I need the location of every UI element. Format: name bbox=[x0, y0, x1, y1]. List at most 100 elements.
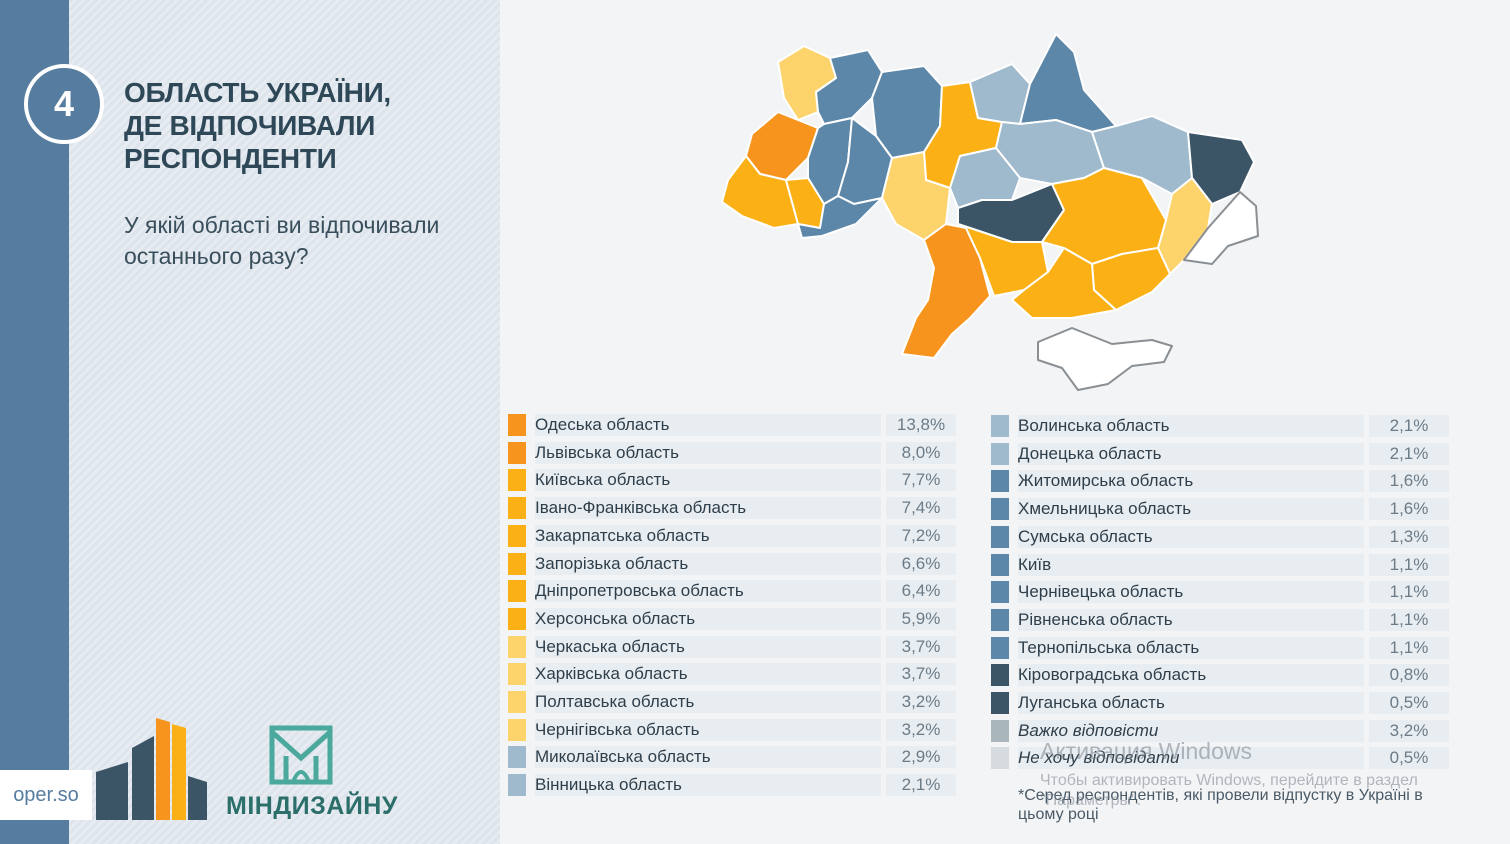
row-label: Черкаська область bbox=[535, 635, 881, 658]
row-label: Вінницька область bbox=[535, 774, 881, 797]
survey-question: У якій області ви відпочивали останнього… bbox=[124, 210, 484, 272]
color-swatch bbox=[991, 415, 1009, 437]
windows-activation-text: Чтобы активировать Windows, перейдите в … bbox=[1040, 772, 1418, 809]
row-label: Івано-Франківська область bbox=[535, 497, 881, 520]
row-label: Полтавська область bbox=[535, 691, 881, 713]
color-swatch bbox=[508, 635, 526, 658]
left-panel bbox=[69, 0, 500, 844]
color-swatch bbox=[508, 441, 526, 464]
ukraine-regions-map bbox=[721, 33, 1259, 391]
color-swatch bbox=[991, 525, 1009, 548]
row-label: Херсонська область bbox=[535, 607, 881, 630]
title-line: РЕСПОНДЕНТИ bbox=[124, 143, 337, 174]
color-swatch bbox=[508, 497, 526, 520]
slide-title: ОБЛАСТЬ УКРАЇНИ, ДЕ ВІДПОЧИВАЛИ РЕСПОНДЕ… bbox=[124, 76, 484, 175]
row-label: Житомирська область bbox=[1018, 470, 1364, 493]
row-label: Не хочу відповідати bbox=[1018, 747, 1364, 770]
color-swatch bbox=[508, 580, 526, 603]
color-swatch bbox=[508, 469, 526, 492]
row-value: 2,9% bbox=[886, 746, 956, 769]
color-swatch bbox=[508, 774, 526, 797]
color-swatch bbox=[508, 663, 526, 686]
row-value: 3,2% bbox=[886, 691, 956, 713]
color-swatch bbox=[991, 719, 1009, 742]
row-value: 1,6% bbox=[1369, 498, 1449, 521]
row-label: Харківська область bbox=[535, 663, 881, 686]
color-swatch bbox=[508, 414, 526, 436]
row-label: Миколаївська область bbox=[535, 746, 881, 769]
row-value: 0,8% bbox=[1369, 664, 1449, 687]
color-swatch bbox=[991, 581, 1009, 604]
row-label: Кіровоградська область bbox=[1018, 664, 1364, 687]
row-value: 1,1% bbox=[1369, 581, 1449, 604]
color-swatch bbox=[991, 553, 1009, 576]
row-value: 1,1% bbox=[1369, 608, 1449, 631]
color-swatch bbox=[991, 692, 1009, 714]
title-line: ДЕ ВІДПОЧИВАЛИ bbox=[124, 110, 376, 141]
row-label: Тернопільська область bbox=[1018, 636, 1364, 659]
row-value: 3,2% bbox=[886, 718, 956, 741]
row-label: Київська область bbox=[535, 469, 881, 492]
row-label: Запорізька область bbox=[535, 552, 881, 575]
row-label: Закарпатська область bbox=[535, 524, 881, 547]
title-line: ОБЛАСТЬ УКРАЇНИ, bbox=[124, 77, 391, 108]
row-label: Хмельницька область bbox=[1018, 498, 1364, 521]
question-line: У якій області ви відпочивали bbox=[124, 212, 440, 238]
row-value: 3,7% bbox=[886, 635, 956, 658]
oper-buildings-logo bbox=[96, 718, 207, 820]
row-value: 5,9% bbox=[886, 607, 956, 630]
row-value: 6,6% bbox=[886, 552, 956, 575]
color-swatch bbox=[991, 442, 1009, 465]
row-label: Одеська область bbox=[535, 414, 881, 436]
row-label: Київ bbox=[1018, 553, 1364, 576]
row-value: 7,2% bbox=[886, 524, 956, 547]
row-label: Донецька область bbox=[1018, 442, 1364, 465]
row-value: 2,1% bbox=[1369, 415, 1449, 437]
color-swatch bbox=[508, 524, 526, 547]
row-label: Важко відповісти bbox=[1018, 719, 1364, 742]
color-swatch bbox=[508, 552, 526, 575]
footnote: *Серед респондентів, які провели відпуст… bbox=[1018, 787, 1423, 823]
region-donbas-occupied bbox=[1183, 191, 1259, 265]
region-sumy bbox=[1019, 33, 1117, 133]
row-value: 1,1% bbox=[1369, 553, 1449, 576]
color-swatch bbox=[508, 746, 526, 769]
region-chernihiv bbox=[969, 63, 1031, 125]
row-value: 8,0% bbox=[886, 441, 956, 464]
row-value: 7,7% bbox=[886, 469, 956, 492]
region-chernivtsi bbox=[797, 195, 883, 239]
row-label: Чернівецька область bbox=[1018, 581, 1364, 604]
color-swatch bbox=[508, 607, 526, 630]
windows-activation-title: Активация Windows bbox=[1040, 738, 1252, 764]
color-swatch bbox=[991, 498, 1009, 521]
row-value: 1,1% bbox=[1369, 636, 1449, 659]
row-label: Луганська область bbox=[1018, 692, 1364, 714]
oper-site-label: oper.so bbox=[0, 770, 92, 820]
row-value: 2,1% bbox=[1369, 442, 1449, 465]
row-label: Львівська область bbox=[535, 441, 881, 464]
color-swatch bbox=[991, 470, 1009, 493]
row-value: 0,5% bbox=[1369, 747, 1449, 770]
region-crimea bbox=[1037, 327, 1173, 391]
mindyzainu-label: МІНДИЗАЙНУ bbox=[226, 792, 398, 820]
color-swatch bbox=[991, 636, 1009, 659]
mindyzainu-logo-icon bbox=[269, 725, 333, 785]
row-value: 3,2% bbox=[1369, 719, 1449, 742]
color-swatch bbox=[991, 608, 1009, 631]
row-label: Рівненська область bbox=[1018, 608, 1364, 631]
row-value: 13,8% bbox=[886, 414, 956, 436]
color-swatch bbox=[508, 691, 526, 713]
color-swatch bbox=[991, 664, 1009, 687]
region-dnipropetrovsk bbox=[1041, 167, 1167, 265]
row-label: Волинська область bbox=[1018, 415, 1364, 437]
row-value: 0,5% bbox=[1369, 692, 1449, 714]
row-label: Сумська область bbox=[1018, 525, 1364, 548]
row-value: 7,4% bbox=[886, 497, 956, 520]
row-value: 1,3% bbox=[1369, 525, 1449, 548]
region-kherson bbox=[1011, 247, 1117, 319]
row-label: Дніпропетровська область bbox=[535, 580, 881, 603]
row-value: 1,6% bbox=[1369, 470, 1449, 493]
color-swatch bbox=[508, 718, 526, 741]
slide-number-badge: 4 bbox=[24, 64, 104, 144]
color-swatch bbox=[991, 747, 1009, 770]
